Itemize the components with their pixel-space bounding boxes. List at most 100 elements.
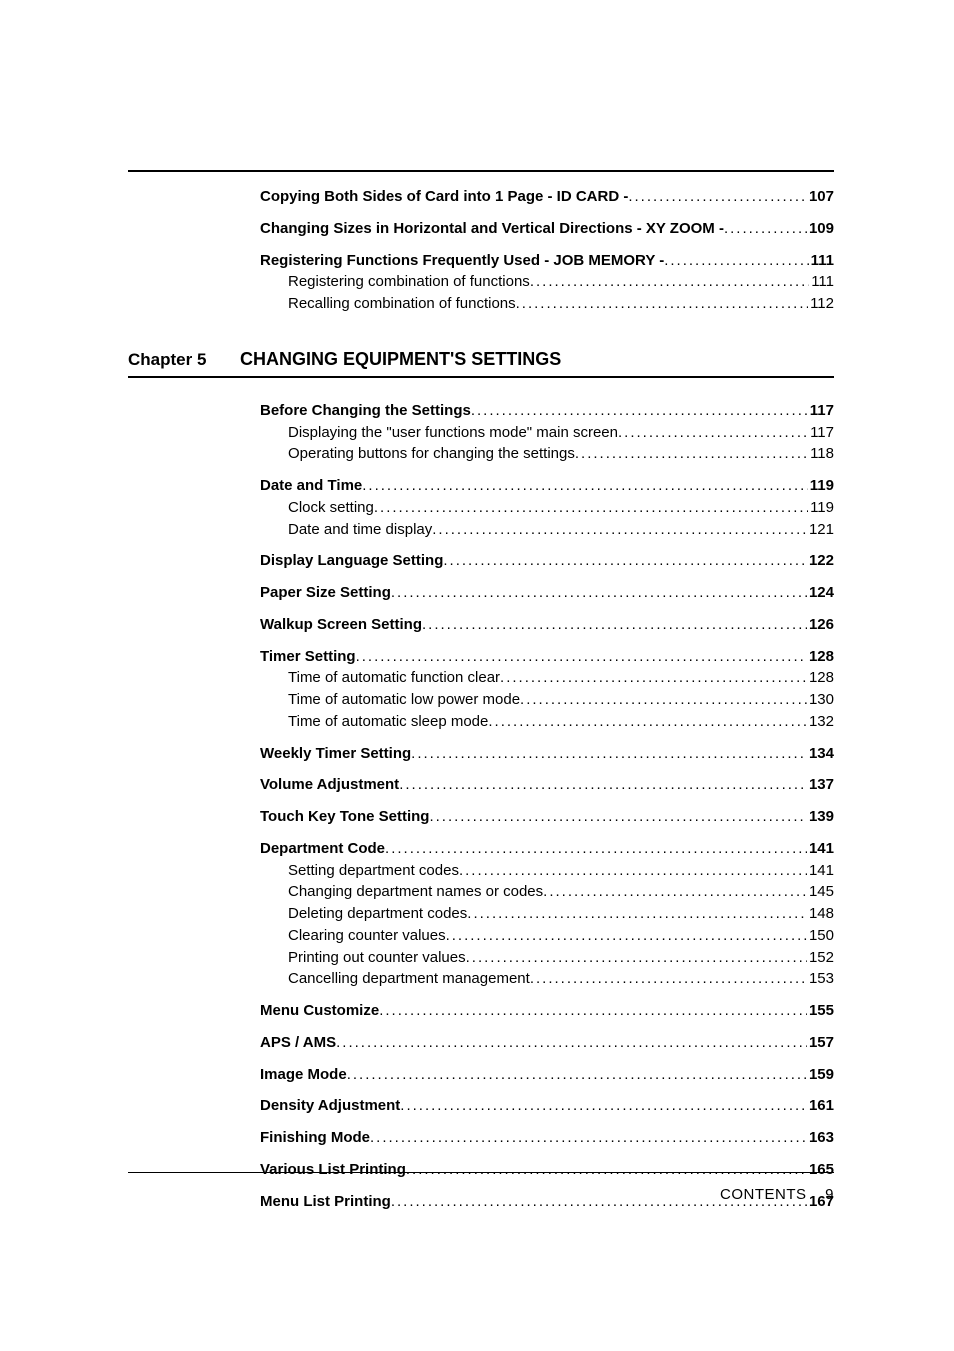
page-footer: CONTENTS 9	[720, 1186, 834, 1203]
toc-entry[interactable]: Registering Functions Frequently Used - …	[128, 250, 834, 272]
toc-entry-page: 153	[807, 968, 834, 990]
toc-entry[interactable]: Printing out counter values.............…	[128, 947, 834, 969]
toc-entry-label: Density Adjustment	[260, 1095, 400, 1117]
footer-rule	[128, 1172, 834, 1173]
toc-entry-label: Registering Functions Frequently Used - …	[260, 250, 664, 272]
toc-entry[interactable]: Copying Both Sides of Card into 1 Page -…	[128, 186, 834, 208]
chapter-toc: Before Changing the Settings............…	[128, 400, 834, 1213]
toc-entry[interactable]: Date and Time...........................…	[128, 475, 834, 497]
toc-entry-page: 111	[809, 250, 834, 272]
toc-entry[interactable]: Clock setting...........................…	[128, 497, 834, 519]
toc-entry[interactable]: Timer Setting...........................…	[128, 646, 834, 668]
toc-entry-label: Deleting department codes	[288, 903, 467, 925]
toc-leader-dots: ........................................…	[516, 293, 808, 315]
toc-entry[interactable]: Image Mode..............................…	[128, 1064, 834, 1086]
toc-leader-dots: ........................................…	[618, 422, 808, 444]
toc-entry-label: Changing department names or codes	[288, 881, 543, 903]
toc-leader-dots: ........................................…	[406, 1159, 807, 1181]
toc-entry[interactable]: Time of automatic sleep mode............…	[128, 711, 834, 733]
toc-entry[interactable]: Changing Sizes in Horizontal and Vertica…	[128, 218, 834, 240]
toc-entry-label: Finishing Mode	[260, 1127, 370, 1149]
toc-entry-page: 118	[808, 443, 834, 465]
toc-entry[interactable]: Touch Key Tone Setting..................…	[128, 806, 834, 828]
toc-entry[interactable]: Before Changing the Settings............…	[128, 400, 834, 422]
toc-entry-label: Time of automatic low power mode	[288, 689, 520, 711]
toc-leader-dots: ........................................…	[543, 881, 807, 903]
toc-entry[interactable]: Menu Customize..........................…	[128, 1000, 834, 1022]
toc-leader-dots: ........................................…	[466, 947, 807, 969]
footer-page-number: 9	[825, 1186, 834, 1203]
toc-entry-label: Touch Key Tone Setting	[260, 806, 429, 828]
toc-entry-label: Walkup Screen Setting	[260, 614, 422, 636]
toc-entry-label: Display Language Setting	[260, 550, 443, 572]
toc-leader-dots: ........................................…	[467, 903, 807, 925]
toc-entry-label: Operating buttons for changing the setti…	[288, 443, 575, 465]
toc-leader-dots: ........................................…	[446, 925, 807, 947]
toc-entry[interactable]: Recalling combination of functions......…	[128, 293, 834, 315]
toc-entry-label: Menu List Printing	[260, 1191, 391, 1213]
toc-entry[interactable]: Registering combination of functions....…	[128, 271, 834, 293]
toc-leader-dots: ........................................…	[664, 250, 808, 272]
toc-entry[interactable]: APS / AMS...............................…	[128, 1032, 834, 1054]
toc-entry-page: 141	[807, 838, 834, 860]
toc-entry[interactable]: Finishing Mode..........................…	[128, 1127, 834, 1149]
toc-entry-page: 152	[807, 947, 834, 969]
toc-entry-page: 150	[807, 925, 834, 947]
toc-entry-page: 124	[807, 582, 834, 604]
toc-entry-page: 122	[807, 550, 834, 572]
toc-entry-page: 132	[807, 711, 834, 733]
toc-leader-dots: ........................................…	[379, 1000, 807, 1022]
toc-entry[interactable]: Walkup Screen Setting...................…	[128, 614, 834, 636]
toc-entry-label: Weekly Timer Setting	[260, 743, 411, 765]
toc-entry[interactable]: Operating buttons for changing the setti…	[128, 443, 834, 465]
toc-entry-page: 165	[807, 1159, 834, 1181]
toc-entry[interactable]: Display Language Setting................…	[128, 550, 834, 572]
toc-leader-dots: ........................................…	[471, 400, 808, 422]
toc-entry[interactable]: Various List Printing...................…	[128, 1159, 834, 1181]
toc-entry-page: 112	[808, 293, 834, 315]
toc-entry-page: 157	[807, 1032, 834, 1054]
footer-label: CONTENTS	[720, 1186, 807, 1203]
toc-entry-label: Timer Setting	[260, 646, 356, 668]
toc-entry[interactable]: Department Code.........................…	[128, 838, 834, 860]
toc-entry-page: 155	[807, 1000, 834, 1022]
toc-entry[interactable]: Deleting department codes...............…	[128, 903, 834, 925]
toc-entry[interactable]: Cancelling department management........…	[128, 968, 834, 990]
toc-entry-page: 161	[807, 1095, 834, 1117]
toc-entry[interactable]: Weekly Timer Setting....................…	[128, 743, 834, 765]
toc-entry[interactable]: Clearing counter values.................…	[128, 925, 834, 947]
toc-entry-page: 117	[808, 400, 834, 422]
toc-leader-dots: ........................................…	[399, 774, 807, 796]
toc-entry-label: Date and Time	[260, 475, 362, 497]
toc-entry-label: Image Mode	[260, 1064, 347, 1086]
toc-entry-page: 111	[809, 271, 834, 293]
toc-leader-dots: ........................................…	[488, 711, 807, 733]
pre-chapter-toc: Copying Both Sides of Card into 1 Page -…	[128, 186, 834, 315]
toc-leader-dots: ........................................…	[422, 614, 807, 636]
toc-leader-dots: ........................................…	[370, 1127, 807, 1149]
toc-leader-dots: ........................................…	[429, 806, 807, 828]
toc-entry-page: 117	[808, 422, 834, 444]
chapter-number: Chapter 5	[128, 350, 240, 370]
toc-entry-page: 134	[807, 743, 834, 765]
chapter-rule	[128, 376, 834, 378]
toc-leader-dots: ........................................…	[385, 838, 807, 860]
toc-entry-page: 109	[807, 218, 834, 240]
toc-entry-page: 126	[807, 614, 834, 636]
toc-entry-page: 145	[807, 881, 834, 903]
toc-entry-page: 119	[808, 497, 834, 519]
toc-entry-label: Various List Printing	[260, 1159, 406, 1181]
toc-entry[interactable]: Setting department codes................…	[128, 860, 834, 882]
toc-entry[interactable]: Date and time display...................…	[128, 519, 834, 541]
toc-entry-page: 139	[807, 806, 834, 828]
toc-entry[interactable]: Density Adjustment......................…	[128, 1095, 834, 1117]
toc-entry[interactable]: Volume Adjustment.......................…	[128, 774, 834, 796]
toc-entry[interactable]: Changing department names or codes......…	[128, 881, 834, 903]
toc-entry[interactable]: Displaying the "user functions mode" mai…	[128, 422, 834, 444]
toc-entry[interactable]: Paper Size Setting......................…	[128, 582, 834, 604]
top-rule	[128, 170, 834, 172]
toc-entry-page: 119	[808, 475, 834, 497]
toc-entry[interactable]: Time of automatic function clear........…	[128, 667, 834, 689]
toc-entry-label: Registering combination of functions	[288, 271, 530, 293]
toc-entry[interactable]: Time of automatic low power mode........…	[128, 689, 834, 711]
